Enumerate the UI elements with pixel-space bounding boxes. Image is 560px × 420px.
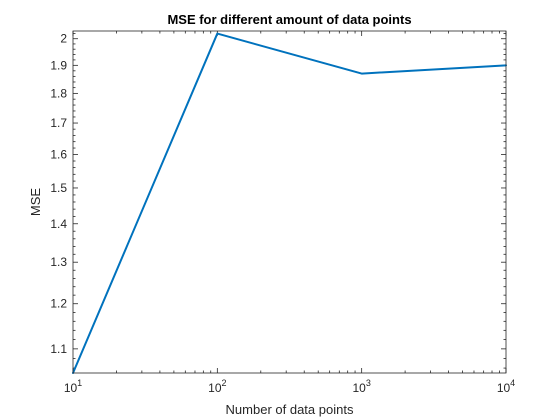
chart-title: MSE for different amount of data points (167, 12, 411, 27)
x-tick-label: 103 (352, 378, 370, 395)
x-axis-label: Number of data points (226, 402, 354, 417)
series-line (72, 32, 507, 374)
y-axis-label: MSE (28, 188, 43, 217)
y-tick-label: 1.2 (50, 297, 67, 311)
y-tick-label: 1.8 (50, 86, 67, 100)
y-tick-label: 1.7 (50, 116, 67, 130)
y-tick-label: 1.9 (50, 58, 67, 72)
y-tick-label: 1.5 (50, 181, 67, 195)
y-tick-labels: 1.1 1.2 1.3 1.4 1.5 1.6 1.7 1.8 1.9 2 (50, 32, 67, 356)
x-tick-label: 101 (64, 378, 82, 395)
y-tick-label: 1.6 (50, 147, 67, 161)
x-tick-label: 102 (208, 378, 226, 395)
minor-ticks (73, 31, 506, 373)
y-tick-label: 2 (60, 32, 67, 46)
series-layer (72, 32, 507, 374)
x-tick-labels: 101 102 103 104 (64, 378, 515, 395)
y-tick-label: 1.4 (50, 217, 67, 231)
plot-area (73, 31, 506, 373)
y-tick-label: 1.1 (50, 342, 67, 356)
axes-box (72, 30, 507, 374)
x-tick-label: 104 (497, 378, 515, 395)
y-tick-label: 1.3 (50, 255, 67, 269)
